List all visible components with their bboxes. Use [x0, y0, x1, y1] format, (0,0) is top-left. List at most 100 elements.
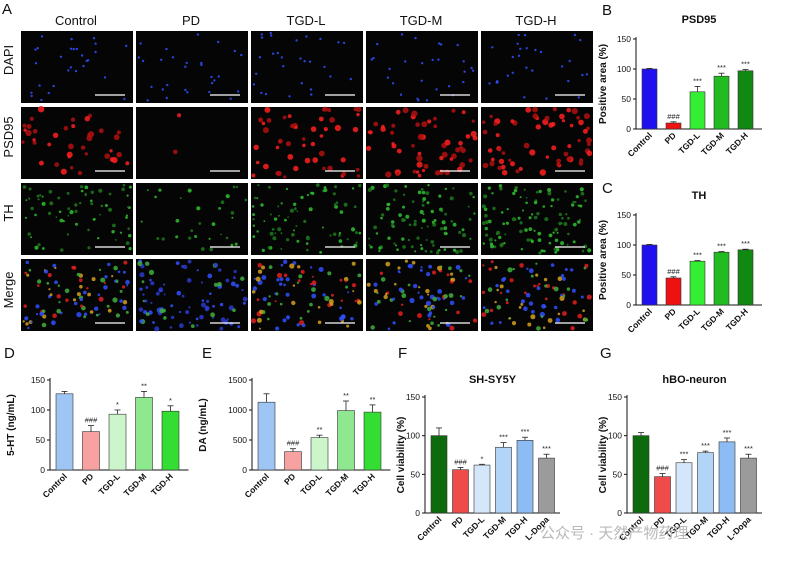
- y-tick-label: 0: [626, 300, 631, 310]
- panel-letter-g: G: [600, 345, 612, 362]
- category-label-tgd-h: TGD-H: [724, 306, 750, 332]
- y-tick-label: 150: [617, 34, 631, 44]
- significance-marker: **: [317, 425, 323, 434]
- panel-letter-b: B: [602, 2, 612, 19]
- significance-marker: ***: [542, 444, 551, 453]
- panel-letter-a: A: [2, 1, 12, 18]
- bar-tgd-m: [495, 446, 512, 514]
- bar-tgd-h: [363, 411, 382, 471]
- bar-pd: [452, 469, 469, 514]
- chart-c: C TH Positive area (%) 0 50 100 150 Control ### P…: [598, 180, 762, 335]
- bar-l-dopa: [740, 457, 757, 514]
- y-tick-label: 50: [622, 270, 632, 280]
- significance-marker: **: [343, 391, 349, 400]
- category-label-tgd-m: TGD-M: [324, 471, 351, 498]
- bar-control: [55, 393, 74, 471]
- category-label-pd: PD: [449, 514, 464, 529]
- category-label-tgd-l: TGD-L: [676, 130, 701, 155]
- bar-tgd-m: [135, 397, 153, 471]
- significance-marker: ***: [741, 239, 750, 248]
- row-label-th: TH: [1, 204, 16, 221]
- y-tick-label: 100: [31, 405, 45, 415]
- y-tick-label: 150: [608, 392, 622, 402]
- significance-marker: **: [370, 395, 376, 404]
- bar-tgd-m: [713, 75, 730, 130]
- y-tick-label: 100: [406, 431, 420, 441]
- y-tick-label: 50: [622, 94, 632, 104]
- chart-title: PSD95: [682, 14, 717, 26]
- significance-marker: ***: [723, 428, 732, 437]
- y-tick-label: 50: [613, 469, 623, 479]
- chart-b: B PSD95 Positive area (%) 0 50 100 150 Control #…: [598, 2, 762, 159]
- y-axis-label: Positive area (%): [598, 44, 609, 124]
- y-tick-label: 100: [608, 431, 622, 441]
- y-tick-label: 150: [406, 392, 420, 402]
- y-tick-label: 0: [40, 465, 45, 475]
- y-axis-label: Positive area (%): [598, 220, 609, 300]
- y-axis-label: DA (ng/mL): [198, 398, 209, 452]
- bar-tgd-h: [718, 441, 736, 514]
- category-label-control: Control: [242, 471, 270, 499]
- micrograph-dapi-tgd-l: [251, 31, 363, 103]
- bar-control: [257, 401, 276, 471]
- category-label-tgd-m: TGD-M: [481, 514, 508, 541]
- y-tick-label: 1000: [228, 405, 247, 415]
- column-header-tgd-l: TGD-L: [287, 13, 326, 28]
- bar-tgd-h: [737, 70, 754, 130]
- bar-pd: [284, 451, 302, 471]
- bar-tgd-h: [516, 440, 534, 514]
- significance-marker: ***: [521, 427, 530, 436]
- y-tick-label: 0: [415, 508, 420, 518]
- bar-tgd-m: [697, 452, 714, 514]
- micrograph-merge-tgd-h: [481, 259, 593, 331]
- bar-tgd-l: [675, 462, 693, 514]
- y-tick-label: 0: [242, 465, 247, 475]
- micrograph-grid: [21, 31, 593, 332]
- micrograph-merge-tgd-m: [366, 259, 478, 331]
- category-label-pd: PD: [80, 471, 95, 486]
- y-tick-label: 0: [626, 124, 631, 134]
- panel-letter-e: E: [202, 345, 212, 362]
- significance-marker: ***: [717, 242, 726, 251]
- panel-a-row-labels: DAPI PSD95 TH Merge: [1, 45, 16, 309]
- y-tick-label: 50: [36, 435, 46, 445]
- significance-marker: *: [116, 400, 119, 409]
- panel-letter-f: F: [398, 345, 407, 362]
- significance-marker: ***: [717, 63, 726, 72]
- significance-marker: ***: [499, 433, 508, 442]
- y-tick-label: 500: [233, 435, 247, 445]
- significance-marker: ###: [667, 267, 680, 276]
- significance-marker: ***: [744, 444, 753, 453]
- bar-tgd-l: [310, 437, 329, 471]
- bar-control: [641, 244, 658, 306]
- micrograph-psd95-pd: [136, 107, 248, 179]
- category-label-tgd-m: TGD-M: [699, 130, 726, 157]
- category-label-pd: PD: [662, 306, 677, 321]
- bar-pd: [665, 277, 682, 306]
- category-label-control: Control: [40, 471, 68, 499]
- category-label-tgd-l: TGD-L: [96, 471, 121, 496]
- bar-tgd-h: [161, 410, 180, 471]
- bar-control: [430, 435, 448, 514]
- column-header-tgd-m: TGD-M: [400, 13, 443, 28]
- significance-marker: *: [481, 454, 484, 463]
- significance-marker: ***: [680, 450, 689, 459]
- bar-pd: [654, 476, 671, 514]
- category-label-tgd-h: TGD-H: [149, 471, 175, 497]
- micrograph-th-tgd-l: [251, 183, 363, 255]
- micrograph-psd95-tgd-l: [251, 106, 363, 179]
- micrograph-th-tgd-h: [481, 183, 593, 255]
- bar-pd: [665, 122, 682, 130]
- micrograph-psd95-control: [21, 106, 133, 179]
- bar-tgd-l: [689, 260, 706, 306]
- significance-marker: ***: [701, 441, 710, 450]
- category-label-control: Control: [625, 130, 653, 158]
- bar-tgd-l: [108, 413, 127, 471]
- chart-f: F SH-SY5Y Cell viability (%) 0 50 100 150 Contr…: [396, 345, 560, 543]
- significance-marker: ###: [287, 439, 300, 448]
- category-label-tgd-m: TGD-M: [122, 471, 149, 498]
- y-tick-label: 100: [617, 240, 631, 250]
- chart-title: TH: [692, 190, 707, 202]
- y-tick-label: 150: [617, 210, 631, 220]
